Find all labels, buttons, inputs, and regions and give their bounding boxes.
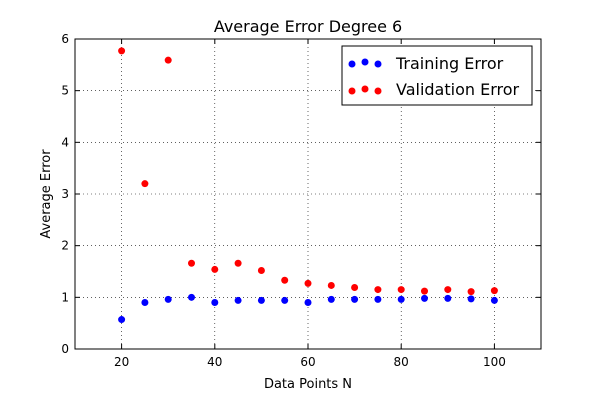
y-axis-label: Average Error	[39, 149, 54, 239]
validation-error-point	[351, 284, 359, 292]
training-error-point	[421, 294, 428, 302]
training-error-point	[351, 295, 359, 303]
data-points	[118, 47, 498, 324]
x-tick-label: 60	[300, 355, 315, 369]
validation-error-point	[141, 180, 149, 188]
validation-error-point	[211, 265, 219, 273]
legend-marker-validation	[374, 87, 382, 95]
training-error-point	[304, 299, 312, 306]
validation-error-point	[304, 279, 312, 287]
legend-marker-training	[374, 60, 382, 68]
training-error-point	[141, 299, 149, 306]
validation-error-point	[374, 286, 382, 294]
legend-marker-training	[348, 60, 356, 68]
legend-box	[341, 45, 533, 106]
training-error-point	[444, 294, 452, 302]
training-error-point	[188, 293, 195, 301]
training-error-point	[211, 299, 219, 306]
validation-error-point	[467, 288, 475, 296]
legend-label-validation: Validation Error	[396, 80, 520, 99]
legend-marker-validation	[361, 85, 369, 93]
training-error-point	[397, 295, 405, 303]
validation-error-point	[444, 286, 452, 294]
validation-error-point	[118, 47, 126, 55]
x-axis-label: Data Points N	[264, 377, 352, 392]
y-tick-label: 4	[61, 135, 69, 149]
validation-error-point	[164, 56, 172, 64]
y-tick-label: 1	[61, 290, 69, 304]
chart-title: Average Error Degree 6	[214, 17, 402, 36]
training-error-point	[257, 296, 265, 304]
legend-marker-validation	[348, 87, 356, 95]
validation-error-point	[188, 259, 195, 267]
y-tick-label: 0	[61, 342, 69, 356]
legend-marker-training	[361, 58, 369, 66]
validation-error-point	[327, 281, 335, 289]
y-tick-label: 5	[61, 84, 69, 98]
x-tick-label: 20	[114, 355, 129, 369]
y-tick-label: 6	[61, 32, 69, 46]
y-tick-label: 2	[61, 239, 69, 253]
training-error-point	[374, 295, 382, 303]
legend-label-training: Training Error	[395, 54, 504, 73]
x-tick-label: 80	[394, 355, 409, 369]
validation-error-point	[281, 276, 289, 284]
x-tick-label: 100	[483, 355, 506, 369]
legend: Training Error Validation Error	[341, 45, 533, 106]
axis-ticks: 20 40 60 80 100 0 1 2 3 4 5 6	[61, 32, 541, 369]
validation-error-point	[421, 287, 428, 295]
training-error-point	[118, 316, 126, 324]
validation-error-point	[257, 266, 265, 274]
x-tick-label: 40	[207, 355, 222, 369]
training-error-point	[490, 296, 498, 304]
validation-error-point	[397, 286, 405, 294]
training-error-point	[164, 295, 172, 303]
y-tick-label: 3	[61, 187, 69, 201]
validation-error-point	[490, 287, 498, 295]
training-error-point	[467, 295, 475, 303]
validation-error-point	[234, 259, 242, 267]
training-error-point	[234, 296, 242, 304]
training-error-point	[281, 296, 289, 304]
training-error-point	[327, 295, 335, 303]
